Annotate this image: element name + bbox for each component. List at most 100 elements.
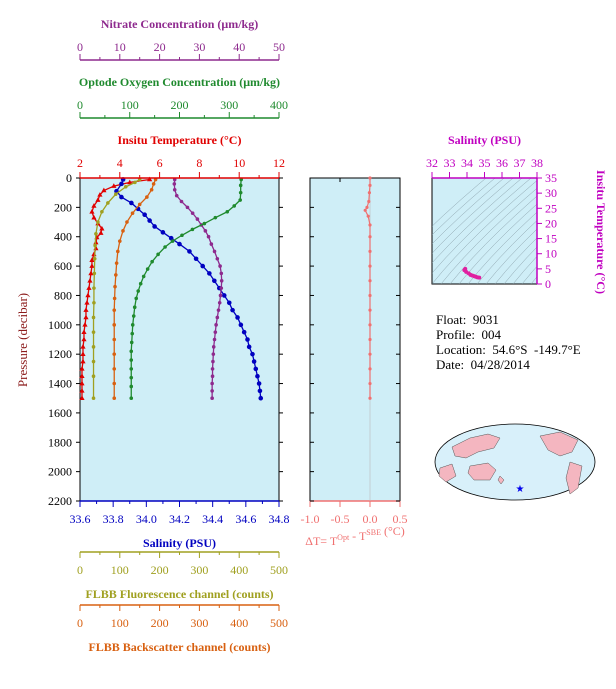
ts-density-contour xyxy=(432,178,532,274)
nitrate-point xyxy=(211,352,216,356)
nitrate-tick-label: 20 xyxy=(154,40,166,54)
y-tick-label: 1200 xyxy=(48,347,72,361)
salinity-tick-label: 34.0 xyxy=(136,512,157,526)
fluorescence-point xyxy=(92,271,97,276)
delta-t-point xyxy=(367,191,371,195)
y-tick-label: 1600 xyxy=(48,406,72,420)
backscatter-tick-label: 200 xyxy=(151,616,169,630)
salinity-point xyxy=(245,337,250,342)
ts-x-tick-label: 35 xyxy=(479,156,491,170)
nitrate-tick-label: 40 xyxy=(233,40,245,54)
nitrate-point xyxy=(219,286,224,290)
location: Location: 54.6°S -149.7°E xyxy=(436,342,581,357)
oxygen-point xyxy=(129,384,134,389)
nitrate-point xyxy=(219,278,224,283)
salinity-point xyxy=(250,351,255,357)
temperature-point xyxy=(89,208,95,214)
delta-t-point xyxy=(365,205,369,209)
nitrate-point xyxy=(209,242,214,246)
oxygen-point xyxy=(130,331,135,336)
temperature-point xyxy=(91,214,97,220)
salinity-point xyxy=(119,194,124,200)
ts-density-contour xyxy=(440,187,537,284)
temperature-point xyxy=(79,395,85,401)
temperature-series xyxy=(79,176,153,401)
delta-t-tick-label: 0.5 xyxy=(393,512,408,526)
delta-t-point xyxy=(368,223,372,227)
oxygen-point xyxy=(134,296,139,301)
fluorescence-series xyxy=(91,177,142,401)
salinity-point xyxy=(193,256,199,262)
backscatter-point xyxy=(151,182,156,186)
map-land-americas-north xyxy=(539,431,579,457)
nitrate-point xyxy=(206,234,211,239)
oxygen-point xyxy=(150,259,154,264)
backscatter-point xyxy=(112,352,117,356)
oxygen-point xyxy=(136,289,141,293)
temperature-axis-label: Insitu Temperature (°C) xyxy=(118,133,242,147)
oxygen-point xyxy=(138,281,143,286)
temperature-point xyxy=(97,192,103,197)
delta-t-point xyxy=(368,308,372,312)
ts-density-contour xyxy=(449,195,537,284)
ts-density-contour xyxy=(494,237,537,284)
oxygen-point xyxy=(129,396,134,401)
nitrate-series xyxy=(172,177,224,401)
salinity-point xyxy=(235,315,240,320)
ts-density-contour xyxy=(503,246,537,284)
temperature-point xyxy=(80,351,86,356)
ts-density-contour xyxy=(485,228,537,284)
temperature-point xyxy=(84,299,90,305)
temperature-point xyxy=(81,336,87,342)
temperature-point xyxy=(111,183,117,188)
ts-x-tick-label: 37 xyxy=(514,156,526,170)
temperature-point xyxy=(79,366,85,371)
ts-x-tick-label: 34 xyxy=(461,156,473,170)
fluorescence-point xyxy=(93,243,97,248)
backscatter-point xyxy=(121,229,125,233)
fluorescence-point xyxy=(94,231,98,236)
salinity-tick-label: 33.6 xyxy=(70,512,91,526)
temperature-point xyxy=(79,388,85,393)
float-id: Float: 9031 xyxy=(436,312,499,327)
map-land-asia xyxy=(451,433,501,459)
nitrate-point xyxy=(210,396,214,401)
oxygen-tick-label: 0 xyxy=(77,98,83,112)
fluorescence-point xyxy=(106,201,110,205)
backscatter-tick-label: 400 xyxy=(230,616,248,630)
backscatter-point xyxy=(112,337,117,342)
temperature-point xyxy=(98,230,104,235)
nitrate-tick-label: 0 xyxy=(77,40,83,54)
profile-info: Float: 9031 Profile: 004 Location: 54.6°… xyxy=(436,312,581,372)
nitrate-tick-label: 10 xyxy=(114,40,126,54)
nitrate-point xyxy=(179,199,184,204)
backscatter-point xyxy=(112,308,117,312)
salinity-point xyxy=(119,181,124,187)
delta-t-point xyxy=(368,183,372,187)
salinity-point xyxy=(241,329,247,335)
nitrate-point xyxy=(216,308,221,312)
salinity-point xyxy=(187,249,192,254)
salinity-point xyxy=(142,212,147,218)
delta-t-label-part: ΔT= T xyxy=(305,534,338,548)
map-land-africa xyxy=(438,463,457,483)
oxygen-point xyxy=(132,305,137,310)
salinity-tick-label: 33.8 xyxy=(103,512,124,526)
ts-x-tick-label: 36 xyxy=(496,156,508,170)
temperature-point xyxy=(81,329,87,334)
oxygen-point xyxy=(129,349,134,354)
delta-t-tick-label: -1.0 xyxy=(301,512,320,526)
oxygen-axis-label: Optode Oxygen Concentration (μm/kg) xyxy=(79,75,280,89)
ts-y-tick-label: 25 xyxy=(545,201,557,215)
delta-t-label-part: (°C) xyxy=(381,524,405,538)
temperature-point xyxy=(101,187,107,193)
backscatter-point xyxy=(116,249,120,254)
nitrate-point xyxy=(210,389,214,393)
salinity-point xyxy=(255,373,260,379)
nitrate-tick-label: 30 xyxy=(193,40,205,54)
oxygen-tick-label: 300 xyxy=(220,98,238,112)
oxygen-tick-label: 400 xyxy=(270,98,288,112)
salinity-point xyxy=(246,344,252,350)
ts-density-contour xyxy=(432,178,505,245)
